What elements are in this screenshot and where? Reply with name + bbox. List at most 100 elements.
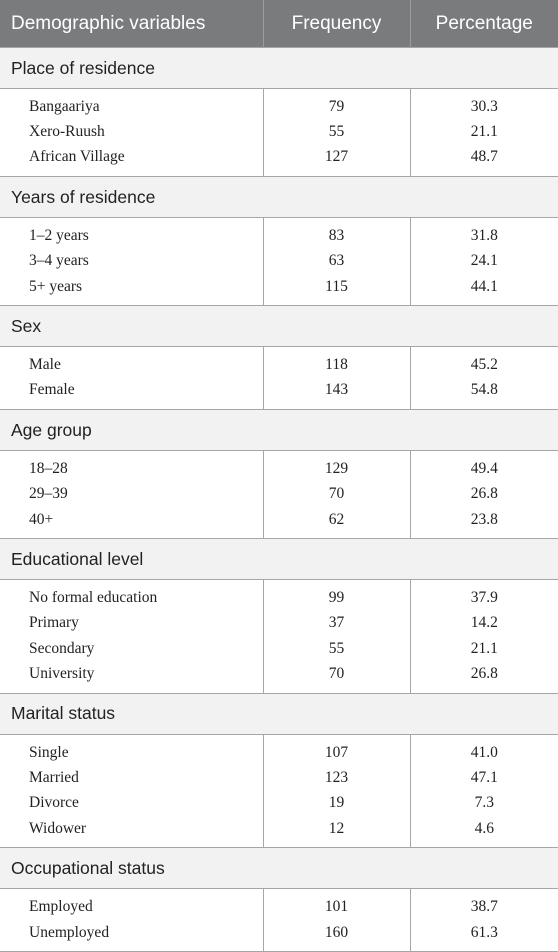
table-row: Employed 101 38.7 bbox=[0, 888, 558, 920]
row-frequency: 70 bbox=[262, 661, 410, 694]
table-row: Divorce 19 7.3 bbox=[0, 790, 558, 817]
table-row: Primary 37 14.2 bbox=[0, 610, 558, 637]
row-percentage: 14.2 bbox=[409, 610, 558, 637]
table-row: University 70 26.8 bbox=[0, 661, 558, 694]
row-label: Married bbox=[0, 765, 263, 791]
row-percentage: 54.8 bbox=[409, 377, 558, 410]
group-header-body: Sex bbox=[0, 305, 558, 348]
table-row: Unemployed 160 61.3 bbox=[0, 919, 558, 952]
header-row: Demographic variables Frequency Percenta… bbox=[0, 0, 558, 48]
row-percentage: 48.7 bbox=[409, 144, 558, 177]
row-frequency: 55 bbox=[262, 119, 410, 145]
row-percentage: 7.3 bbox=[409, 790, 558, 817]
row-percentage: 37.9 bbox=[409, 579, 558, 611]
table-row: Widower 12 4.6 bbox=[0, 816, 558, 848]
group-title: Sex bbox=[0, 305, 558, 348]
row-frequency: 83 bbox=[262, 217, 410, 249]
table-row: No formal education 99 37.9 bbox=[0, 579, 558, 611]
group-header-body: Occupational status bbox=[0, 847, 558, 890]
row-label: University bbox=[0, 661, 263, 694]
row-percentage: 23.8 bbox=[409, 506, 558, 539]
table-row: 29–39 70 26.8 bbox=[0, 481, 558, 507]
header-demographic-variables: Demographic variables bbox=[0, 0, 264, 48]
group-header-body: Age group bbox=[0, 409, 558, 452]
row-label: 18–28 bbox=[0, 450, 263, 482]
row-percentage: 45.2 bbox=[409, 346, 558, 378]
group-header-row: Educational level bbox=[0, 538, 558, 581]
group-title: Age group bbox=[0, 409, 558, 452]
row-percentage: 61.3 bbox=[409, 919, 558, 952]
row-frequency: 70 bbox=[262, 481, 410, 507]
row-percentage: 44.1 bbox=[409, 273, 558, 306]
row-label: Employed bbox=[0, 888, 263, 920]
table-row: Xero-Ruush 55 21.1 bbox=[0, 119, 558, 145]
group-rows: Employed 101 38.7 Unemployed 160 61.3 bbox=[0, 888, 558, 952]
table-row: 40+ 62 23.8 bbox=[0, 506, 558, 539]
group-title: Place of residence bbox=[0, 47, 558, 89]
group-rows: 1–2 years 83 31.8 3–4 years 63 24.1 5+ y… bbox=[0, 217, 558, 306]
group-header-body: Educational level bbox=[0, 538, 558, 581]
group-header-body: Years of residence bbox=[0, 176, 558, 219]
row-label: 5+ years bbox=[0, 273, 263, 306]
header-percentage: Percentage bbox=[410, 0, 558, 48]
row-frequency: 107 bbox=[262, 734, 410, 766]
row-frequency: 37 bbox=[262, 610, 410, 637]
group-header-row: Place of residence bbox=[0, 47, 558, 89]
group-header-row: Years of residence bbox=[0, 176, 558, 219]
row-label: Single bbox=[0, 734, 263, 766]
row-frequency: 118 bbox=[262, 346, 410, 378]
table-row: Single 107 41.0 bbox=[0, 734, 558, 766]
row-percentage: 24.1 bbox=[409, 248, 558, 274]
table-row: Female 143 54.8 bbox=[0, 377, 558, 410]
table-row: 18–28 129 49.4 bbox=[0, 450, 558, 482]
row-label: Female bbox=[0, 377, 263, 410]
group-header-body: Place of residence bbox=[0, 47, 558, 89]
table-header: Demographic variables Frequency Percenta… bbox=[0, 0, 558, 48]
row-frequency: 55 bbox=[262, 636, 410, 662]
group-header-row: Occupational status bbox=[0, 847, 558, 890]
row-percentage: 21.1 bbox=[409, 636, 558, 662]
header-frequency: Frequency bbox=[263, 0, 411, 48]
row-label: 1–2 years bbox=[0, 217, 263, 249]
row-frequency: 19 bbox=[262, 790, 410, 817]
group-title: Occupational status bbox=[0, 847, 558, 890]
row-frequency: 79 bbox=[262, 88, 410, 120]
row-label: Secondary bbox=[0, 636, 263, 662]
row-percentage: 41.0 bbox=[409, 734, 558, 766]
row-label: Primary bbox=[0, 610, 263, 637]
table-row: Male 118 45.2 bbox=[0, 346, 558, 378]
row-percentage: 26.8 bbox=[409, 481, 558, 507]
row-percentage: 4.6 bbox=[409, 816, 558, 848]
row-label: Unemployed bbox=[0, 919, 263, 952]
group-title: Years of residence bbox=[0, 176, 558, 219]
row-percentage: 31.8 bbox=[409, 217, 558, 249]
group-title: Educational level bbox=[0, 538, 558, 581]
row-frequency: 101 bbox=[262, 888, 410, 920]
table-row: Married 123 47.1 bbox=[0, 765, 558, 791]
row-percentage: 30.3 bbox=[409, 88, 558, 120]
group-header-row: Age group bbox=[0, 409, 558, 452]
table-row: 3–4 years 63 24.1 bbox=[0, 248, 558, 274]
row-label: Widower bbox=[0, 816, 263, 848]
table-row: 1–2 years 83 31.8 bbox=[0, 217, 558, 249]
row-frequency: 99 bbox=[262, 579, 410, 611]
row-label: 29–39 bbox=[0, 481, 263, 507]
row-frequency: 115 bbox=[262, 273, 410, 306]
table-row: Bangaariya 79 30.3 bbox=[0, 88, 558, 120]
group-header-row: Marital status bbox=[0, 692, 558, 735]
row-frequency: 143 bbox=[262, 377, 410, 410]
table-row: Secondary 55 21.1 bbox=[0, 636, 558, 662]
group-header-body: Marital status bbox=[0, 692, 558, 735]
group-header-row: Sex bbox=[0, 305, 558, 348]
group-rows: Bangaariya 79 30.3 Xero-Ruush 55 21.1 Af… bbox=[0, 88, 558, 177]
row-frequency: 63 bbox=[262, 248, 410, 274]
group-rows: 18–28 129 49.4 29–39 70 26.8 40+ 62 23.8 bbox=[0, 450, 558, 539]
row-percentage: 26.8 bbox=[409, 661, 558, 694]
row-frequency: 129 bbox=[262, 450, 410, 482]
row-frequency: 62 bbox=[262, 506, 410, 539]
row-percentage: 21.1 bbox=[409, 119, 558, 145]
group-title: Marital status bbox=[0, 692, 558, 735]
row-label: 40+ bbox=[0, 506, 263, 539]
row-label: Xero-Ruush bbox=[0, 119, 263, 145]
